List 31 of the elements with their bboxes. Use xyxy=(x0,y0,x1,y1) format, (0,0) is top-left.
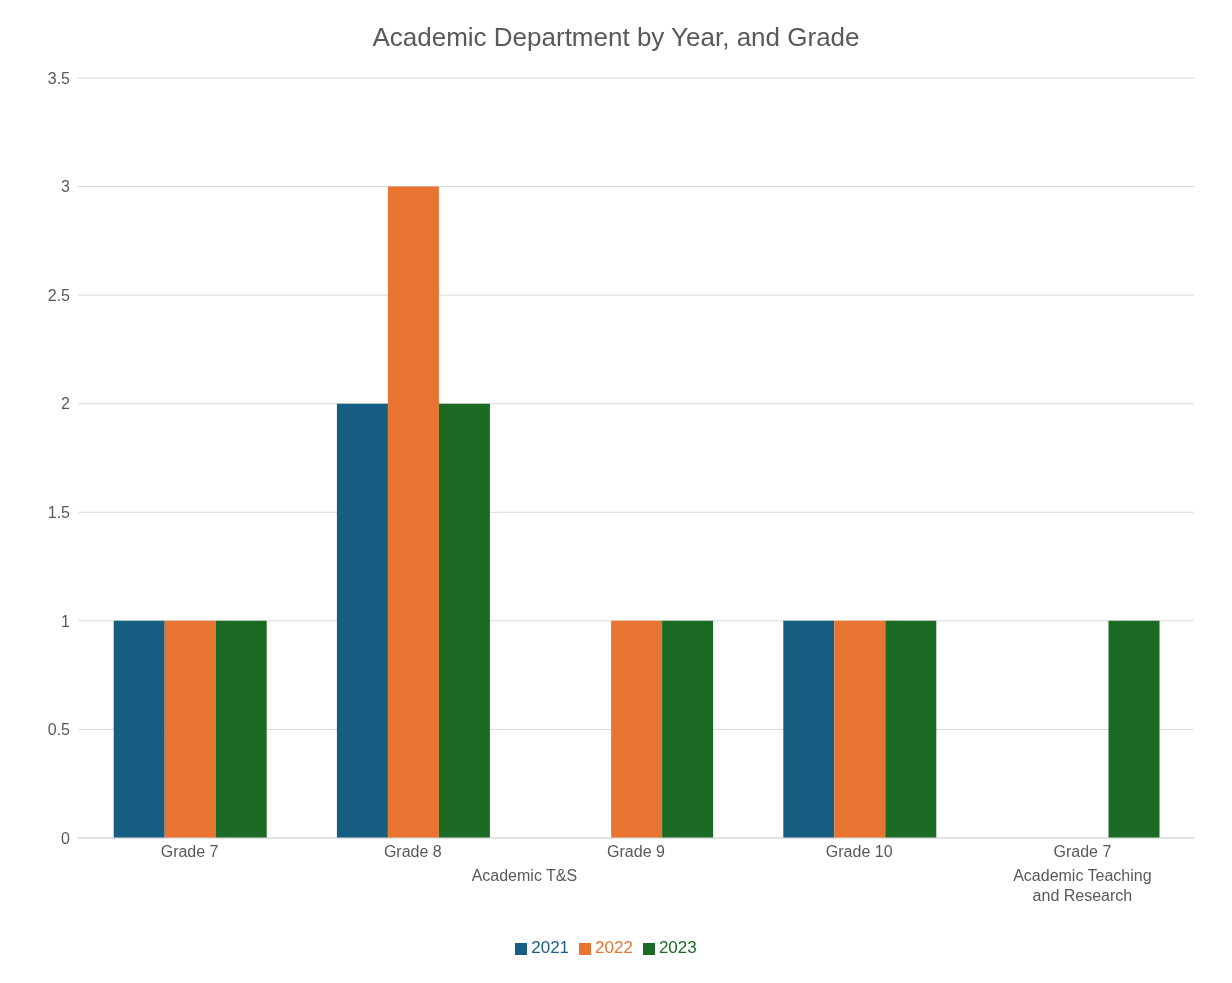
bar xyxy=(215,620,267,838)
bar xyxy=(885,620,937,838)
y-tick-label: 2 xyxy=(61,395,71,413)
bar xyxy=(662,620,714,838)
bar xyxy=(164,620,216,838)
x-tick-label: Grade 10 xyxy=(825,843,893,861)
y-tick-label: 0.5 xyxy=(47,721,71,739)
bar xyxy=(387,186,439,838)
legend-label: 2021 xyxy=(531,938,570,957)
legend-label: 2022 xyxy=(595,938,633,957)
y-tick-label: 2.5 xyxy=(47,286,71,304)
y-tick-label: 1.5 xyxy=(47,503,71,521)
bar xyxy=(783,620,835,838)
text: Academic T&S xyxy=(470,866,579,886)
legend-label: 2023 xyxy=(658,938,697,957)
x-tick-label: Grade 7 xyxy=(160,843,219,861)
x-tick-label: Grade 8 xyxy=(383,843,442,861)
bar xyxy=(1108,620,1160,838)
text: Academic Teaching and Research xyxy=(1012,866,1153,906)
y-tick-label: 1 xyxy=(61,612,71,630)
y-tick-label: 0 xyxy=(61,829,71,847)
y-tick-label: 3.5 xyxy=(47,69,71,87)
bar xyxy=(611,620,663,838)
x-tick-label: Grade 7 xyxy=(1053,843,1112,861)
chart-title: Academic Department by Year, and Grade xyxy=(371,22,861,53)
bar xyxy=(834,620,886,838)
bar xyxy=(113,620,165,838)
bar xyxy=(438,403,490,838)
y-tick-label: 3 xyxy=(61,178,71,196)
x-tick-label: Grade 9 xyxy=(607,843,666,861)
bar xyxy=(336,403,388,838)
